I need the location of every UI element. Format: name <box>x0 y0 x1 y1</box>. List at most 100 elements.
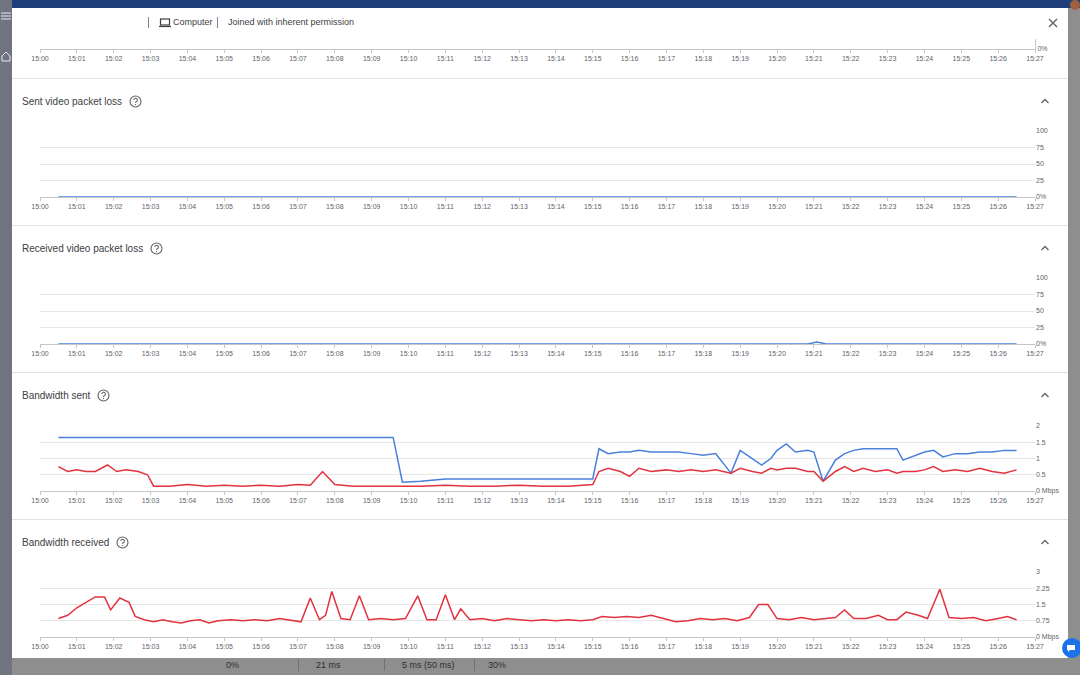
svg-text:0 Mbps: 0 Mbps <box>1036 487 1059 495</box>
svg-text:15:00: 15:00 <box>31 497 49 504</box>
svg-text:15:11: 15:11 <box>437 55 454 62</box>
svg-text:15:25: 15:25 <box>953 643 971 650</box>
svg-text:15:01: 15:01 <box>68 350 86 357</box>
svg-text:0%: 0% <box>1036 340 1046 347</box>
svg-text:15:21: 15:21 <box>805 643 823 650</box>
svg-text:15:06: 15:06 <box>252 203 270 210</box>
svg-text:15:26: 15:26 <box>989 203 1007 210</box>
svg-text:15:00: 15:00 <box>31 643 49 650</box>
svg-text:15:01: 15:01 <box>68 55 86 62</box>
svg-text:15:26: 15:26 <box>989 350 1007 357</box>
svg-text:15:05: 15:05 <box>215 55 233 62</box>
svg-text:15:25: 15:25 <box>953 350 971 357</box>
svg-text:15:10: 15:10 <box>400 203 418 210</box>
svg-text:15:02: 15:02 <box>105 350 123 357</box>
svg-text:15:19: 15:19 <box>731 55 749 62</box>
svg-text:100: 100 <box>1036 127 1048 134</box>
svg-text:15:14: 15:14 <box>547 643 565 650</box>
svg-text:15:01: 15:01 <box>68 643 86 650</box>
svg-text:15:14: 15:14 <box>547 203 565 210</box>
svg-text:15:17: 15:17 <box>658 203 676 210</box>
svg-text:15:22: 15:22 <box>842 497 860 504</box>
svg-text:15:13: 15:13 <box>510 643 528 650</box>
svg-text:15:10: 15:10 <box>400 350 418 357</box>
svg-text:15:19: 15:19 <box>731 350 749 357</box>
svg-text:15:15: 15:15 <box>584 350 602 357</box>
svg-text:15:26: 15:26 <box>989 55 1007 62</box>
svg-text:15:25: 15:25 <box>953 203 971 210</box>
svg-text:15:20: 15:20 <box>768 55 786 62</box>
svg-text:15:03: 15:03 <box>142 203 160 210</box>
svg-text:15:23: 15:23 <box>879 643 897 650</box>
svg-text:15:16: 15:16 <box>621 203 639 210</box>
svg-text:15:10: 15:10 <box>400 55 418 62</box>
svg-text:15:11: 15:11 <box>437 203 454 210</box>
svg-text:15:08: 15:08 <box>326 203 344 210</box>
svg-text:15:12: 15:12 <box>473 497 491 504</box>
svg-text:75: 75 <box>1036 144 1044 151</box>
svg-text:15:07: 15:07 <box>289 55 307 62</box>
svg-text:15:19: 15:19 <box>731 497 749 504</box>
svg-text:15:04: 15:04 <box>179 55 197 62</box>
svg-text:15:11: 15:11 <box>437 497 454 504</box>
svg-text:15:00: 15:00 <box>31 55 49 62</box>
svg-text:0 Mbps: 0 Mbps <box>1036 633 1059 641</box>
svg-text:100: 100 <box>1036 274 1048 281</box>
svg-text:15:03: 15:03 <box>142 497 160 504</box>
svg-text:0.5: 0.5 <box>1036 471 1046 478</box>
svg-text:15:14: 15:14 <box>547 350 565 357</box>
svg-text:15:20: 15:20 <box>768 350 786 357</box>
svg-text:15:21: 15:21 <box>805 497 823 504</box>
svg-text:50: 50 <box>1036 160 1044 167</box>
svg-text:15:23: 15:23 <box>879 203 897 210</box>
svg-text:15:07: 15:07 <box>289 643 307 650</box>
svg-text:15:18: 15:18 <box>695 203 713 210</box>
svg-text:15:21: 15:21 <box>805 55 823 62</box>
svg-text:15:04: 15:04 <box>179 350 197 357</box>
svg-text:15:08: 15:08 <box>326 55 344 62</box>
svg-text:15:03: 15:03 <box>142 55 160 62</box>
svg-text:15:15: 15:15 <box>584 55 602 62</box>
svg-text:15:15: 15:15 <box>584 497 602 504</box>
svg-text:15:21: 15:21 <box>805 203 823 210</box>
svg-text:15:21: 15:21 <box>805 350 823 357</box>
svg-text:15:16: 15:16 <box>621 643 639 650</box>
svg-text:15:26: 15:26 <box>989 497 1007 504</box>
svg-text:15:11: 15:11 <box>437 643 454 650</box>
svg-text:15:17: 15:17 <box>658 497 676 504</box>
svg-text:1.5: 1.5 <box>1036 601 1046 608</box>
svg-text:15:25: 15:25 <box>953 55 971 62</box>
svg-text:15:05: 15:05 <box>215 643 233 650</box>
svg-text:15:07: 15:07 <box>289 350 307 357</box>
svg-text:2: 2 <box>1036 422 1040 429</box>
svg-text:15:13: 15:13 <box>510 203 528 210</box>
svg-text:15:18: 15:18 <box>695 350 713 357</box>
svg-text:50: 50 <box>1036 307 1044 314</box>
svg-text:15:16: 15:16 <box>621 497 639 504</box>
svg-text:15:04: 15:04 <box>179 497 197 504</box>
svg-text:15:20: 15:20 <box>768 203 786 210</box>
svg-text:15:20: 15:20 <box>768 643 786 650</box>
svg-text:1: 1 <box>1036 455 1040 462</box>
svg-text:15:15: 15:15 <box>584 643 602 650</box>
svg-text:15:09: 15:09 <box>363 55 381 62</box>
svg-text:15:03: 15:03 <box>142 350 160 357</box>
svg-text:15:17: 15:17 <box>658 350 676 357</box>
svg-text:25: 25 <box>1036 324 1044 331</box>
svg-text:15:23: 15:23 <box>879 55 897 62</box>
svg-text:2.25: 2.25 <box>1036 585 1050 592</box>
svg-text:15:01: 15:01 <box>68 497 86 504</box>
svg-text:15:07: 15:07 <box>289 497 307 504</box>
svg-text:15:27: 15:27 <box>1026 643 1044 650</box>
svg-text:15:22: 15:22 <box>842 203 860 210</box>
svg-text:15:27: 15:27 <box>1026 203 1044 210</box>
svg-text:15:09: 15:09 <box>363 643 381 650</box>
svg-text:15:02: 15:02 <box>105 643 123 650</box>
svg-text:15:17: 15:17 <box>658 55 676 62</box>
svg-text:15:09: 15:09 <box>363 350 381 357</box>
svg-text:15:05: 15:05 <box>215 203 233 210</box>
svg-text:15:08: 15:08 <box>326 497 344 504</box>
svg-text:15:06: 15:06 <box>252 350 270 357</box>
svg-text:15:27: 15:27 <box>1026 497 1044 504</box>
svg-text:15:17: 15:17 <box>658 643 676 650</box>
